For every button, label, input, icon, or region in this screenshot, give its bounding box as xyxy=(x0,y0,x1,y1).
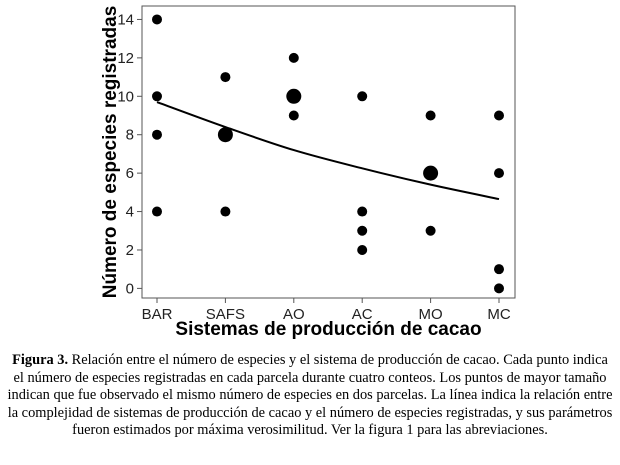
data-point xyxy=(425,110,436,121)
x-tick-label: MC xyxy=(487,306,510,323)
caption-text: Relación entre el número de especies y e… xyxy=(7,352,613,439)
scatter-chart: 0 2 4 6 8 10 12 14 BAR SAFS AO AC MO MC Sistemas de … xyxy=(100,5,516,340)
x-tick-label: AO xyxy=(283,306,305,323)
x-tick-label: MO xyxy=(419,306,443,323)
x-tick-label: SAFS xyxy=(206,306,245,323)
data-points xyxy=(152,14,504,294)
data-point xyxy=(288,52,299,63)
x-axis: BAR SAFS AO AC MO MC xyxy=(142,298,511,323)
figure-caption: Figura 3. Relación entre el número de es… xyxy=(6,352,614,440)
y-axis: 0 2 4 6 8 10 12 14 xyxy=(117,11,142,297)
y-tick-label: 2 xyxy=(126,242,134,259)
data-point xyxy=(286,88,302,104)
data-point xyxy=(494,264,504,275)
y-tick-label: 0 xyxy=(126,280,134,297)
data-point xyxy=(494,110,504,121)
data-point xyxy=(357,91,368,102)
y-tick-label: 14 xyxy=(117,11,134,28)
data-point xyxy=(494,283,504,294)
data-point xyxy=(357,244,368,255)
y-axis-title: Número de especies registradas xyxy=(100,6,121,299)
data-point xyxy=(152,206,162,217)
data-point xyxy=(425,225,436,236)
data-point xyxy=(152,129,162,140)
y-tick-label: 4 xyxy=(126,204,134,221)
y-tick-label: 12 xyxy=(117,50,134,67)
data-point xyxy=(220,72,231,83)
data-point xyxy=(220,206,231,217)
caption-label: Figura 3. xyxy=(12,352,69,368)
y-tick-label: 10 xyxy=(117,88,134,105)
y-tick-label: 6 xyxy=(126,165,134,182)
data-point xyxy=(288,110,299,121)
data-point xyxy=(494,168,504,179)
x-tick-label: BAR xyxy=(142,306,173,323)
fit-curve xyxy=(156,101,500,201)
data-point xyxy=(357,206,368,217)
x-tick-label: AC xyxy=(352,306,373,323)
x-axis-title: Sistemas de producción de cacao xyxy=(175,319,481,340)
plot-frame xyxy=(141,5,516,299)
data-point xyxy=(152,14,162,25)
data-point xyxy=(423,165,439,181)
data-point xyxy=(152,91,162,102)
data-point xyxy=(217,127,233,143)
data-point xyxy=(357,225,368,236)
y-tick-label: 8 xyxy=(126,127,134,144)
